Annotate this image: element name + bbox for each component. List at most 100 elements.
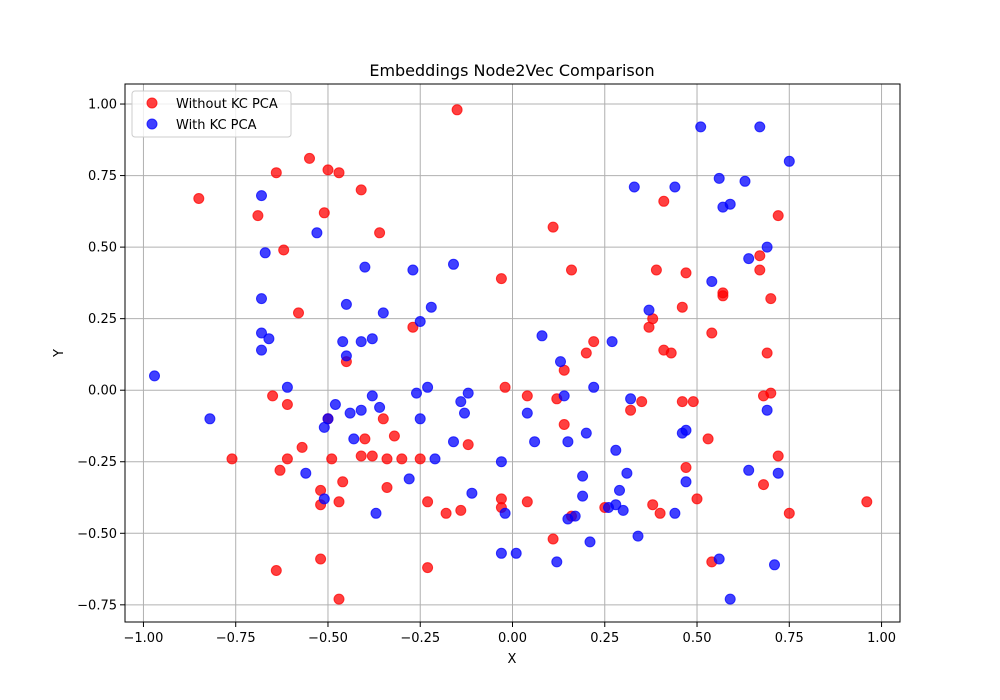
y-tick-label: −0.50 bbox=[77, 527, 117, 542]
data-point bbox=[451, 104, 463, 116]
data-point bbox=[495, 456, 507, 468]
data-point bbox=[636, 396, 648, 408]
data-point bbox=[204, 413, 216, 425]
data-point bbox=[281, 399, 293, 410]
data-point bbox=[717, 290, 729, 302]
data-point bbox=[366, 390, 378, 402]
legend-box bbox=[131, 90, 292, 138]
data-point bbox=[669, 181, 681, 193]
data-point bbox=[300, 467, 312, 479]
data-point bbox=[555, 356, 566, 368]
data-point bbox=[407, 321, 419, 333]
data-point bbox=[617, 504, 629, 516]
data-point bbox=[754, 121, 766, 133]
data-point bbox=[333, 167, 345, 179]
x-tick-label: 0.00 bbox=[498, 631, 527, 646]
data-point bbox=[743, 464, 755, 476]
data-point bbox=[462, 387, 474, 399]
data-point bbox=[274, 464, 286, 476]
data-point bbox=[256, 190, 267, 202]
data-point bbox=[650, 264, 662, 276]
data-point bbox=[687, 396, 699, 408]
data-point bbox=[381, 482, 393, 493]
data-point bbox=[702, 433, 714, 445]
data-point bbox=[643, 304, 655, 316]
y-tick-label: 0.25 bbox=[88, 312, 117, 327]
data-point bbox=[366, 450, 378, 462]
data-point bbox=[366, 333, 378, 345]
data-point bbox=[455, 504, 467, 516]
data-point bbox=[381, 453, 393, 465]
data-point bbox=[355, 184, 367, 196]
x-axis-label: X bbox=[508, 652, 517, 667]
x-tick-label: 0.75 bbox=[775, 631, 804, 646]
data-point bbox=[340, 298, 352, 310]
data-point bbox=[521, 496, 533, 508]
data-point bbox=[226, 453, 238, 465]
data-point bbox=[499, 507, 511, 519]
data-point bbox=[625, 404, 637, 416]
data-point bbox=[495, 547, 507, 559]
data-point bbox=[337, 476, 349, 488]
data-point bbox=[425, 301, 437, 313]
data-point bbox=[680, 476, 692, 488]
data-point bbox=[584, 536, 596, 548]
data-point bbox=[252, 210, 264, 222]
data-point bbox=[422, 562, 434, 574]
data-point bbox=[322, 164, 334, 176]
data-point bbox=[374, 401, 386, 413]
data-point bbox=[569, 510, 581, 522]
data-point bbox=[758, 479, 769, 491]
data-point bbox=[355, 450, 367, 462]
data-point bbox=[647, 499, 659, 511]
data-point bbox=[344, 407, 356, 419]
data-point bbox=[422, 381, 434, 393]
data-point bbox=[743, 253, 755, 265]
data-point bbox=[632, 530, 644, 542]
data-point bbox=[370, 507, 382, 519]
data-point bbox=[256, 293, 267, 305]
data-point bbox=[580, 427, 592, 439]
data-point bbox=[606, 336, 618, 348]
data-point bbox=[772, 210, 784, 222]
y-axis-label: Y bbox=[52, 349, 67, 358]
x-tick-label: −0.75 bbox=[216, 631, 256, 646]
data-point bbox=[669, 507, 681, 519]
data-point bbox=[562, 436, 574, 448]
data-point bbox=[510, 547, 522, 559]
data-point bbox=[388, 430, 400, 442]
data-point bbox=[318, 493, 330, 505]
y-tick-label: −0.75 bbox=[77, 598, 117, 613]
data-point bbox=[377, 413, 389, 425]
data-point bbox=[625, 393, 637, 405]
data-point bbox=[628, 181, 640, 193]
data-point bbox=[566, 264, 577, 276]
data-point bbox=[429, 453, 441, 465]
data-point bbox=[580, 347, 592, 359]
data-point bbox=[706, 327, 718, 339]
data-point bbox=[713, 172, 725, 184]
data-points bbox=[149, 104, 873, 605]
data-point bbox=[706, 276, 718, 287]
data-point bbox=[396, 453, 408, 465]
data-point bbox=[315, 553, 327, 565]
data-point bbox=[411, 387, 422, 399]
data-point bbox=[440, 507, 452, 519]
data-point bbox=[348, 433, 360, 445]
data-point bbox=[521, 390, 533, 402]
data-point bbox=[654, 507, 666, 519]
data-point bbox=[337, 336, 349, 348]
data-point bbox=[577, 470, 589, 482]
data-point bbox=[724, 593, 736, 605]
x-tick-label: −0.50 bbox=[308, 631, 348, 646]
data-point bbox=[521, 407, 533, 419]
x-tick-label: 0.50 bbox=[683, 631, 712, 646]
data-point bbox=[374, 227, 386, 239]
data-point bbox=[658, 195, 670, 207]
data-point bbox=[577, 490, 589, 502]
data-point bbox=[455, 396, 467, 408]
data-point bbox=[340, 350, 352, 362]
data-point bbox=[665, 347, 677, 359]
legend-label-without-kc-pca: Without KC PCA bbox=[176, 97, 278, 112]
data-point bbox=[329, 399, 341, 410]
